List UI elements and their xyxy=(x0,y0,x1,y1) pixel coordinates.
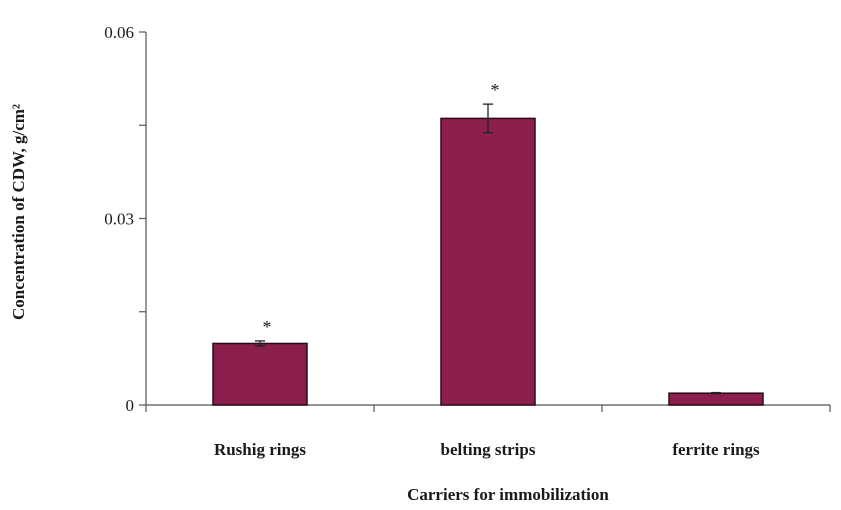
bar-ferrite-rings xyxy=(668,392,764,406)
x-category-label: Rushig rings xyxy=(214,440,306,459)
x-axis-title: Carriers for immobilization xyxy=(407,485,609,504)
chart-labels: Carriers for immobilization Concentratio… xyxy=(9,104,609,504)
significance-marker: * xyxy=(491,80,500,100)
significance-marker: * xyxy=(263,317,272,337)
bar-belting-strips xyxy=(440,117,536,406)
y-tick-label: 0 xyxy=(126,396,135,415)
x-category-label: ferrite rings xyxy=(672,440,760,459)
chart-bars: * Rushig rings * belting strips ferrite ring… xyxy=(212,80,764,459)
y-tick-label: 0.06 xyxy=(104,23,134,42)
bar-rushig-rings xyxy=(212,342,308,406)
y-tick-label: 0.03 xyxy=(104,210,134,229)
y-axis-title: Concentration of CDW, g/cm² xyxy=(9,104,28,320)
x-category-label: belting strips xyxy=(441,440,536,459)
